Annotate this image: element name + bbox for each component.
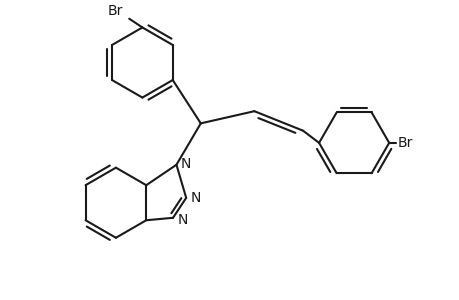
Text: N: N [180,157,190,171]
Text: Br: Br [397,136,413,150]
Text: N: N [190,191,201,205]
Text: Br: Br [108,4,123,18]
Text: N: N [178,213,188,227]
